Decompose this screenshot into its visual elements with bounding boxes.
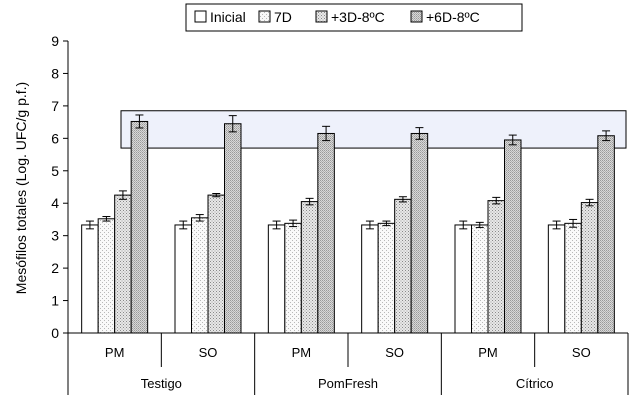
error-bar-3d-3 — [398, 196, 407, 203]
category-label: PM — [478, 345, 498, 360]
error-bar-6d-5 — [602, 130, 611, 142]
group-label: PomFresh — [318, 376, 378, 391]
y-tick-label: 5 — [51, 163, 59, 179]
error-bar-7d-1 — [195, 214, 204, 222]
bar-inicial-4 — [454, 224, 472, 334]
error-bar-inicial-2 — [272, 220, 281, 230]
group-label: Testigo — [141, 376, 182, 391]
category-label: PM — [292, 345, 312, 360]
bar-3d-4 — [487, 200, 505, 334]
y-tick-label: 4 — [51, 195, 59, 211]
error-bar-7d-0 — [102, 216, 111, 222]
axes: 0 1 2 3 4 5 6 7 8 9 PM SO PM SO PM SO Testigo PomFresh Cít… — [51, 33, 629, 395]
error-bar-6d-3 — [415, 127, 424, 140]
bar-3d-0 — [114, 194, 132, 334]
highlight-band — [120, 110, 627, 149]
legend-label-3d: +3D-8ºC — [331, 9, 385, 25]
category-label: SO — [385, 345, 404, 360]
legend-swatch-6d — [410, 10, 423, 23]
category-label: PM — [105, 345, 125, 360]
bar-inicial-1 — [174, 224, 192, 334]
error-bar-inicial-0 — [85, 220, 94, 230]
legend-label-6d: +6D-8ºC — [426, 9, 480, 25]
bar-inicial-5 — [547, 224, 566, 334]
error-bar-inicial-5 — [552, 220, 561, 230]
bar-6d-0 — [130, 120, 149, 334]
bar-7d-2 — [284, 222, 302, 334]
error-bar-6d-4 — [508, 134, 517, 146]
y-tick-label: 0 — [51, 325, 59, 341]
bar-6d-5 — [597, 135, 615, 334]
error-bar-3d-5 — [585, 198, 594, 207]
bar-inicial-0 — [81, 224, 99, 334]
legend-swatch-7d — [258, 10, 271, 23]
error-bar-3d-4 — [492, 196, 501, 205]
bar-7d-4 — [471, 224, 489, 334]
bar-inicial-3 — [361, 224, 379, 334]
y-tick-label: 2 — [51, 260, 59, 276]
legend: Inicial 7D +3D-8ºC +6D-8ºC — [185, 3, 523, 32]
bar-3d-2 — [300, 201, 319, 334]
legend-swatch-3d — [315, 10, 328, 23]
error-bar-inicial-1 — [179, 220, 188, 230]
legend-box — [185, 3, 523, 32]
y-tick-label: 9 — [51, 33, 59, 49]
group-label: Cítrico — [516, 376, 554, 391]
bar-7d-1 — [191, 217, 209, 334]
y-tick-label: 6 — [51, 130, 59, 146]
category-label: SO — [572, 345, 591, 360]
error-bar-inicial-4 — [459, 220, 468, 230]
bar-7d-5 — [564, 222, 582, 334]
bar-3d-1 — [207, 194, 225, 334]
error-bar-3d-2 — [305, 197, 314, 206]
error-bar-7d-3 — [382, 220, 391, 227]
bar-inicial-2 — [267, 224, 286, 334]
category-label: SO — [199, 345, 218, 360]
bar-7d-0 — [97, 218, 116, 334]
error-bar-7d-4 — [475, 221, 484, 229]
y-axis-title: Mesófilos totales (Log. UFC/g p.f.) — [13, 82, 29, 294]
bar-7d-3 — [377, 222, 396, 334]
bar-3d-5 — [580, 202, 599, 334]
bar-6d-4 — [504, 139, 522, 334]
error-bar-7d-5 — [569, 218, 578, 228]
bar-6d-2 — [317, 132, 335, 334]
bar-3d-3 — [394, 198, 412, 334]
bars — [81, 114, 615, 334]
error-bar-7d-2 — [289, 219, 298, 228]
error-bar-6d-2 — [322, 125, 331, 142]
y-tick-label: 1 — [51, 293, 59, 309]
bar-6d-1 — [224, 123, 242, 334]
error-bar-inicial-3 — [365, 220, 374, 230]
error-bar-3d-1 — [212, 192, 221, 198]
y-tick-label: 8 — [51, 65, 59, 81]
error-bar-3d-0 — [118, 190, 127, 200]
legend-label-7d: 7D — [274, 9, 292, 25]
bar-6d-3 — [410, 132, 429, 334]
highlight-rect — [120, 110, 627, 149]
y-tick-label: 3 — [51, 228, 59, 244]
legend-swatch-inicial — [194, 10, 207, 23]
legend-label-inicial: Inicial — [210, 9, 246, 25]
y-tick-label: 7 — [51, 98, 59, 114]
error-bar-6d-0 — [135, 114, 144, 129]
error-bar-6d-1 — [228, 115, 237, 133]
